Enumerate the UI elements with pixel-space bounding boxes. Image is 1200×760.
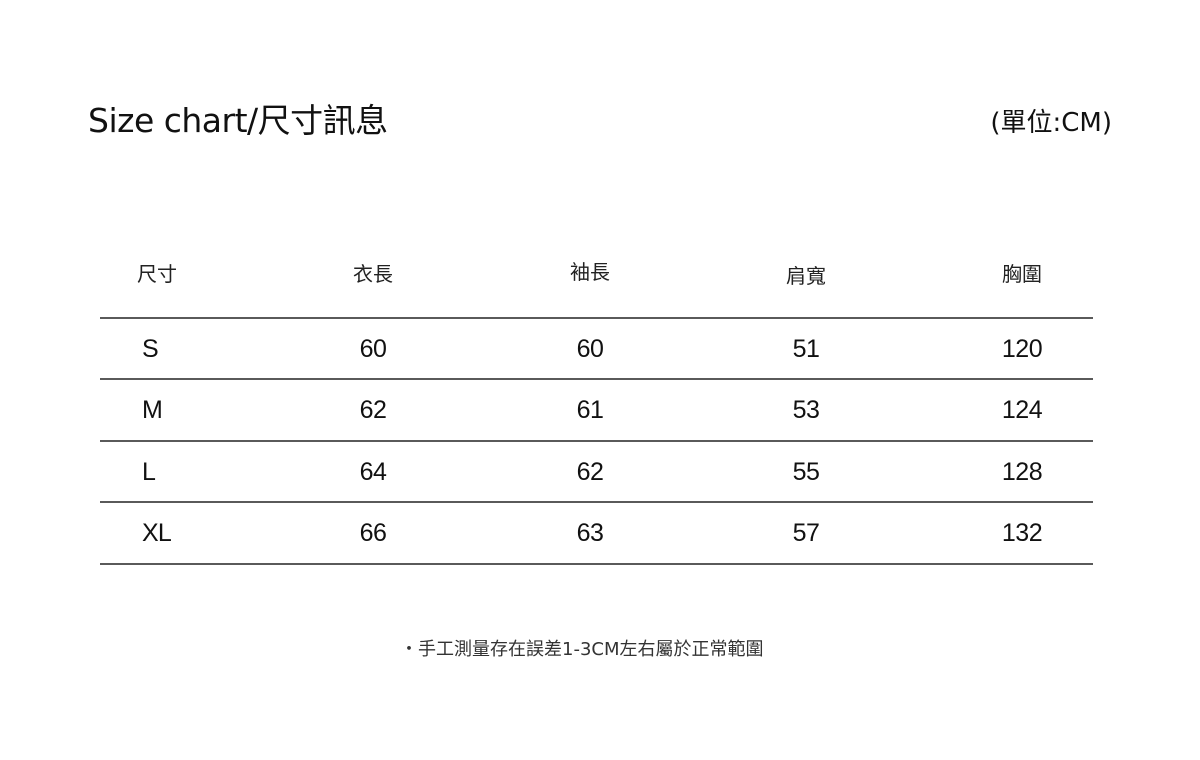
column-header: 肩寬 [786,264,826,288]
column-header: 衣長 [353,262,393,286]
row-divider [100,440,1093,442]
row-divider [100,378,1093,380]
table-cell: 124 [1001,396,1043,424]
unit-label: (單位:CM) [990,108,1112,138]
table-cell: 61 [576,396,604,424]
page-title: Size chart/尺寸訊息 [88,101,388,140]
table-cell: 63 [576,519,604,547]
measurement-note: ・手工測量存在誤差1-3CM左右屬於正常範圍 [400,639,764,660]
table-cell: 51 [792,335,820,363]
table-cell: 55 [792,458,820,486]
size-label: M [142,396,163,424]
table-cell: 62 [576,458,604,486]
column-header: 胸圍 [1002,262,1042,286]
table-cell: 62 [359,396,387,424]
table-cell: 64 [359,458,387,486]
table-cell: 53 [792,396,820,424]
table-cell: 120 [1001,335,1043,363]
size-label: XL [142,519,172,547]
table-cell: 132 [1001,519,1043,547]
table-cell: 60 [359,335,387,363]
row-divider [100,317,1093,319]
table-cell: 128 [1001,458,1043,486]
column-header: 尺寸 [137,262,177,286]
table-cell: 66 [359,519,387,547]
table-cell: 60 [576,335,604,363]
row-divider [100,501,1093,503]
size-label: L [142,458,156,486]
row-divider [100,563,1093,565]
column-header: 袖長 [570,260,610,284]
size-label: S [142,335,159,363]
table-cell: 57 [792,519,820,547]
